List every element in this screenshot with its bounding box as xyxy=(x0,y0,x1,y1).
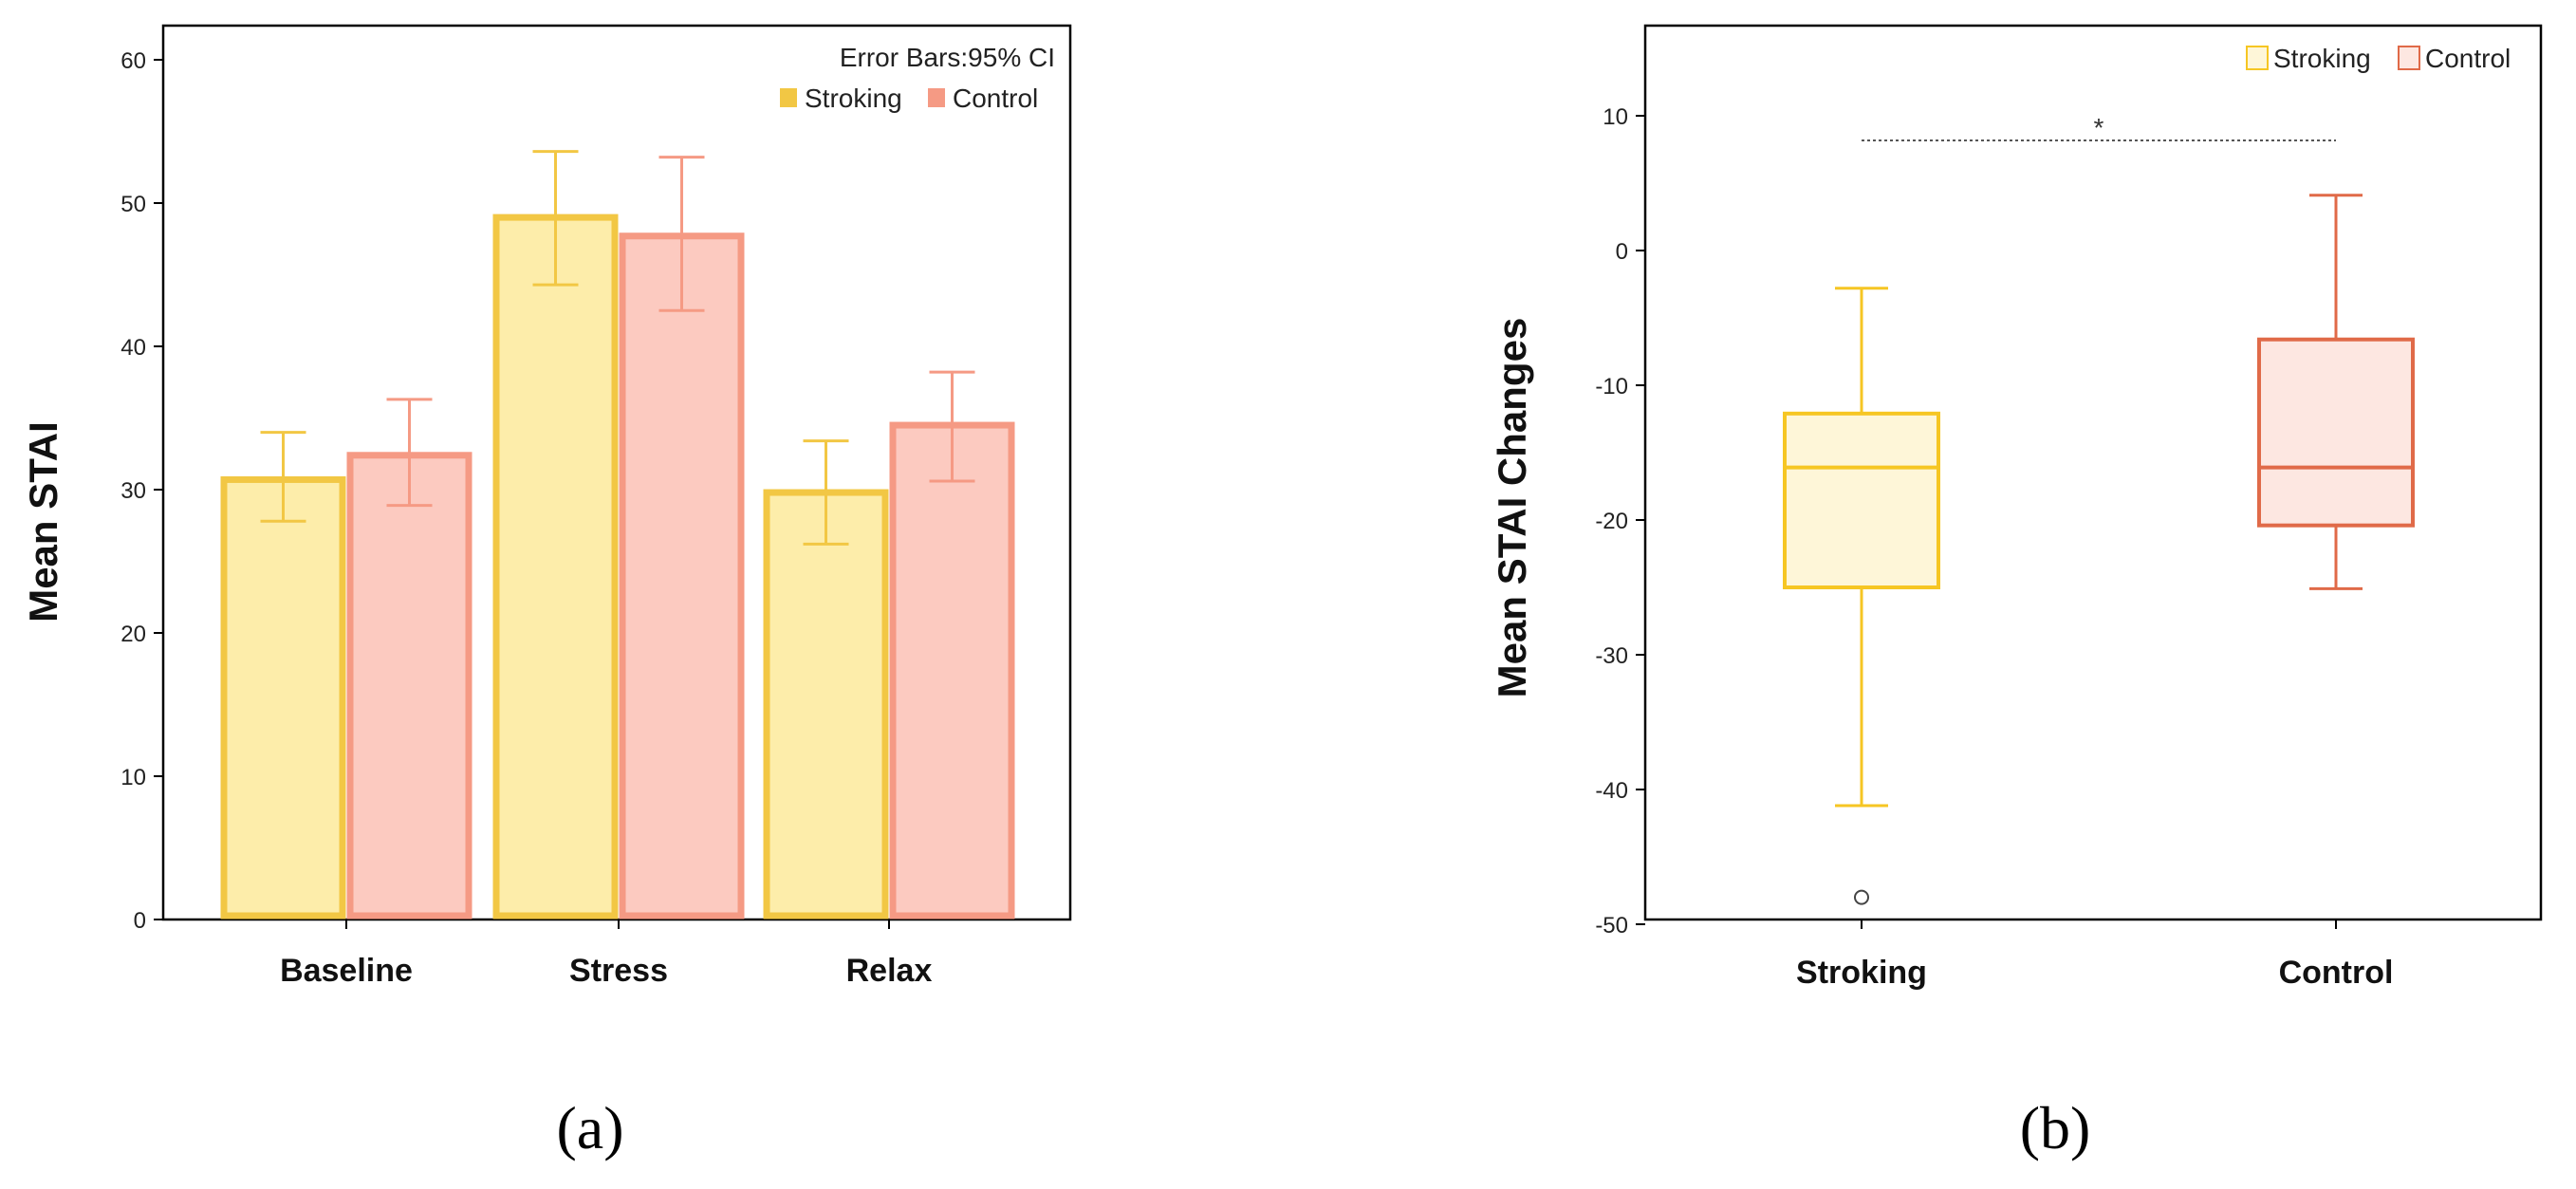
legend-label-stroking: Stroking xyxy=(2273,44,2371,73)
bar-control xyxy=(346,452,473,920)
legend-label-control: Control xyxy=(2425,44,2511,73)
panel-label: (b) xyxy=(2020,1094,2091,1161)
legend-swatch-control xyxy=(2398,46,2420,70)
y-tick-label: -40 xyxy=(1595,778,1628,804)
x-category-label: Relax xyxy=(846,953,933,989)
y-tick-label: 10 xyxy=(120,765,146,790)
x-category-label: Stress xyxy=(569,953,668,989)
y-tick-label: -30 xyxy=(1595,643,1628,669)
y-tick-label: 20 xyxy=(120,622,146,647)
x-category-label: Control xyxy=(2279,955,2394,991)
box-stroking xyxy=(1783,411,1940,589)
error-bar-note: Error Bars:95% CI xyxy=(840,43,1055,72)
bar-stroking xyxy=(220,475,346,920)
y-axis-label: Mean STAI Changes xyxy=(1490,318,1534,698)
bar-stroking xyxy=(763,489,889,920)
y-tick-label: 0 xyxy=(1616,239,1628,265)
bar-control xyxy=(619,232,745,920)
bar-chart-panel: 0 10 20 30 40 50 60 Baseline Stress Relax Mean S… xyxy=(21,24,1072,1161)
y-tick-label: 30 xyxy=(120,478,146,504)
bar-control xyxy=(889,421,1015,920)
legend: Stroking Control xyxy=(2246,44,2511,73)
legend-label-stroking: Stroking xyxy=(805,84,902,113)
y-tick-label: 40 xyxy=(120,335,146,361)
panel-label: (a) xyxy=(556,1094,623,1161)
x-category-label: Baseline xyxy=(280,953,413,989)
legend-swatch-stroking xyxy=(2246,46,2269,70)
y-tick-label: 50 xyxy=(120,192,146,217)
legend: Stroking Control xyxy=(780,84,1038,113)
y-tick-label: 10 xyxy=(1603,104,1628,130)
legend-label-control: Control xyxy=(953,84,1038,113)
x-category-label: Stroking xyxy=(1796,955,1927,991)
y-tick-label: -10 xyxy=(1595,374,1628,399)
box-control xyxy=(2257,337,2415,528)
y-tick-label: 0 xyxy=(134,908,146,934)
significance-marker: * xyxy=(2094,113,2104,142)
y-tick-label: -20 xyxy=(1595,509,1628,534)
bar-stroking xyxy=(492,214,619,920)
y-axis-label: Mean STAI xyxy=(21,421,65,622)
legend-swatch-stroking xyxy=(780,88,797,107)
plot-frame xyxy=(1643,24,2543,921)
plot-frame xyxy=(161,24,1072,921)
box-plot-panel: 10 0 -10 -20 -30 -40 -50 Stroking Control * Mea… xyxy=(1490,24,2543,1161)
legend-swatch-control xyxy=(928,88,945,107)
y-tick-label: 60 xyxy=(120,48,146,74)
y-tick-label: -50 xyxy=(1595,913,1628,938)
outlier-point xyxy=(1854,889,1869,905)
